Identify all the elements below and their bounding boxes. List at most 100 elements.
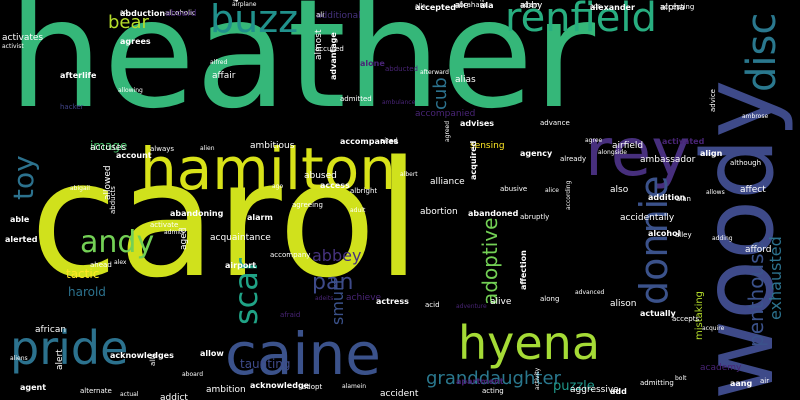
word-alien: alien (200, 145, 215, 152)
word-activate: activate (150, 221, 179, 229)
word-alarm: alarm (247, 213, 273, 222)
word-abducts: abducts (109, 186, 117, 214)
word-hyena: hyena (458, 316, 601, 370)
word-actual: actual (120, 391, 139, 398)
word-afford: afford (745, 245, 772, 255)
word-abby: abby (520, 1, 543, 11)
word-granddaughter: granddaughter (426, 368, 561, 389)
word-air: air (760, 377, 770, 385)
word-alias: alias (455, 75, 476, 85)
word-aboard: aboard (182, 371, 204, 378)
word-advice: advice (709, 89, 717, 112)
word-toy: toy (7, 155, 40, 200)
word-agree: agree (585, 137, 603, 144)
word-aired: aired (380, 137, 398, 145)
word-heather: heather (8, 0, 596, 142)
word-ahead: ahead (90, 261, 112, 269)
word-alternate: alternate (80, 387, 112, 395)
word-aang: aang (730, 379, 753, 388)
word-afraid: afraid (280, 311, 301, 319)
word-although: although (730, 159, 762, 167)
word-ally: ally (149, 353, 157, 366)
word-adeits: adeits (315, 295, 334, 302)
word-accepted: accepted (415, 3, 457, 12)
word-addict: addict (160, 393, 188, 400)
word-pride: pride (10, 321, 129, 375)
word-alison: alison (610, 299, 637, 309)
word-accepting: accepting (660, 3, 695, 11)
word-acquaintance: acquaintance (210, 233, 271, 243)
word-caine: caine (225, 320, 381, 388)
word-image: image (90, 139, 128, 153)
word-acquire: acquire (702, 325, 725, 332)
word-ambulance: ambulance (382, 99, 416, 106)
word-puzzle: puzzle (553, 379, 595, 394)
word-addition: addition (648, 193, 686, 202)
word-adam: adam (520, 1, 540, 9)
word-alley: alley (675, 231, 692, 239)
word-african: african (35, 325, 67, 335)
word-sensing: sensing (470, 141, 505, 151)
word-ambition: ambition (206, 385, 246, 395)
word-adoptive: adoptive (478, 217, 502, 305)
word-tactic: tactic (66, 267, 100, 281)
word-adopt: adopt (302, 383, 323, 391)
word-access: access (320, 181, 350, 190)
word-alcoholic: alcoholic (165, 9, 196, 17)
word-andy: andy (80, 225, 155, 260)
word-accident: accident (380, 389, 419, 399)
word-taunting: taunting (240, 357, 291, 371)
word-acid: acid (425, 301, 440, 309)
word-align: align (700, 149, 723, 158)
word-alamein: alamein (342, 383, 367, 390)
word-abusive: abusive (500, 185, 528, 193)
word-activist: activist (2, 43, 24, 50)
word-alle: alle (415, 3, 426, 10)
word-activity: activity (534, 367, 541, 390)
word-alone: alone (360, 59, 385, 68)
word-accepts: accepts (672, 315, 700, 323)
word-albright: albright (350, 187, 378, 195)
word-alongside: alongside (598, 149, 627, 156)
word-agrees: agrees (120, 37, 151, 46)
word-ambassador: ambassador (640, 155, 696, 165)
word-admitted: admitted (340, 95, 372, 103)
word-alfred: alfred (210, 59, 228, 66)
word-also: also (610, 185, 629, 195)
word-alex: alex (114, 259, 127, 266)
word-ambrose: ambrose (742, 113, 769, 120)
word-carol: carol (30, 126, 421, 313)
word-advises: advises (460, 119, 495, 128)
word-achieve: achieve (346, 293, 382, 303)
word-apartment: apartment (456, 377, 504, 386)
word-rey: rey (585, 114, 691, 191)
word-hacker: hacker (60, 103, 84, 111)
word-airport: airport (225, 261, 257, 270)
word-aliens: aliens (10, 355, 28, 362)
word-buzz: buzz (210, 0, 299, 41)
word-abruptly: abruptly (520, 213, 550, 221)
word-alive: alive (490, 297, 512, 307)
word-alpha: alpha (660, 3, 685, 13)
word-admits: admits (164, 229, 185, 236)
word-alan: alan (676, 195, 691, 203)
word-adding: adding (712, 235, 733, 242)
word-acquired: acquired (469, 140, 478, 180)
word-actress: actress (376, 297, 409, 306)
word-hamilton: hamilton (140, 135, 397, 203)
word-actually: actually (640, 309, 676, 318)
word-advanced: advanced (575, 289, 605, 296)
word-academy: academy (700, 363, 742, 373)
word-acting: acting (482, 387, 504, 395)
word-activated: activated (662, 137, 705, 146)
word-accidentally: accidentally (620, 213, 675, 223)
word-alliance: alliance (430, 177, 465, 187)
word-abbey: abbey (312, 246, 362, 265)
word-ali: ali (316, 11, 325, 19)
word-alcohol: alcohol (648, 229, 681, 238)
word-abraham: abraham (455, 1, 487, 9)
word-affect: affect (740, 185, 766, 195)
word-afterlife: afterlife (60, 71, 97, 80)
word-acknowledges: acknowledges (110, 351, 174, 360)
word-harold: harold (68, 285, 106, 299)
